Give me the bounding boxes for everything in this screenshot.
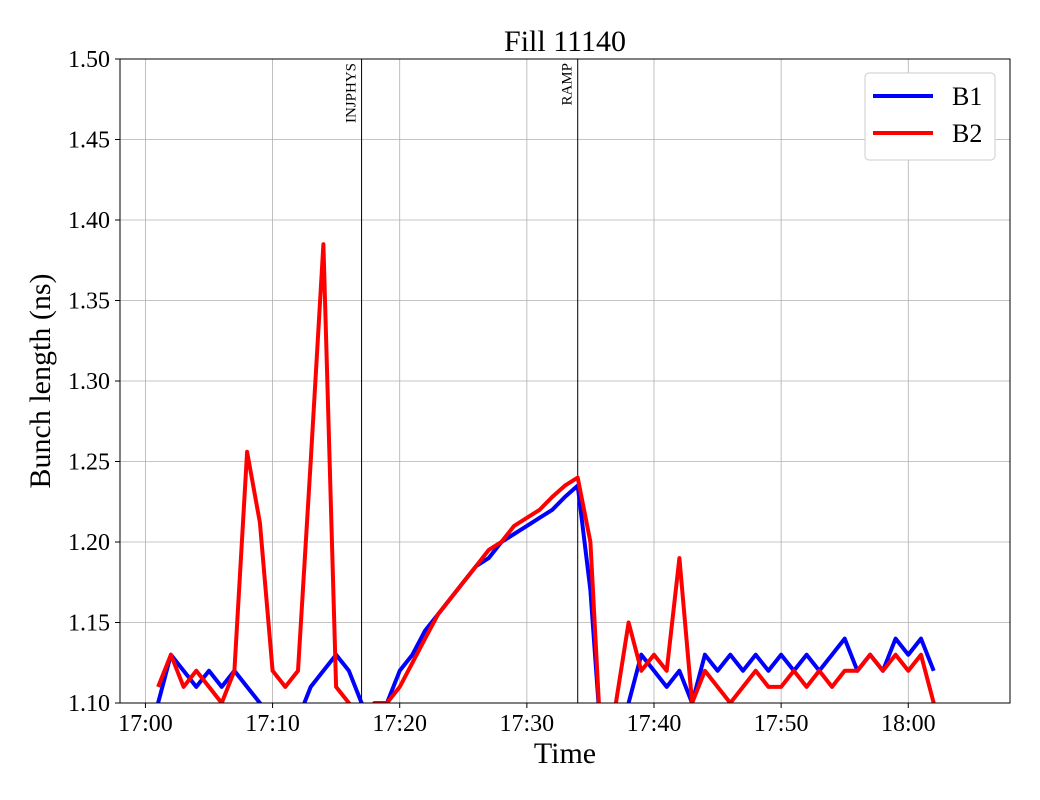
x-tick-label: 17:40 [627, 711, 682, 737]
y-tick-label: 1.25 [68, 450, 110, 476]
x-tick-label: 17:20 [372, 711, 427, 737]
chart-title: Fill 11140 [504, 25, 626, 58]
y-tick-label: 1.15 [68, 611, 110, 637]
x-tick-label: 17:00 [118, 711, 173, 737]
y-axis-label: Bunch length (ns) [24, 274, 57, 489]
event-label: RAMP [560, 63, 576, 106]
y-tick-label: 1.20 [68, 530, 110, 556]
y-tick-label: 1.30 [68, 369, 110, 395]
x-tick-label: 17:50 [754, 711, 809, 737]
y-tick-label: 1.45 [68, 128, 110, 154]
y-tick-label: 1.50 [68, 47, 110, 73]
data-line [156, 483, 936, 703]
y-tick-label: 1.10 [68, 691, 110, 717]
data-line [156, 242, 936, 703]
event-label: INJPHYS [344, 63, 360, 123]
legend-label: B1 [952, 82, 982, 111]
y-tick-label: 1.35 [68, 289, 110, 315]
x-tick-label: 17:10 [245, 711, 300, 737]
x-axis-label: Time [534, 737, 596, 770]
plot-frame [119, 58, 1011, 704]
legend-label: B2 [952, 119, 982, 148]
y-tick-label: 1.40 [68, 208, 110, 234]
plot-area [156, 242, 936, 703]
x-tick-label: 18:00 [881, 711, 936, 737]
x-tick-label: 17:30 [500, 711, 555, 737]
